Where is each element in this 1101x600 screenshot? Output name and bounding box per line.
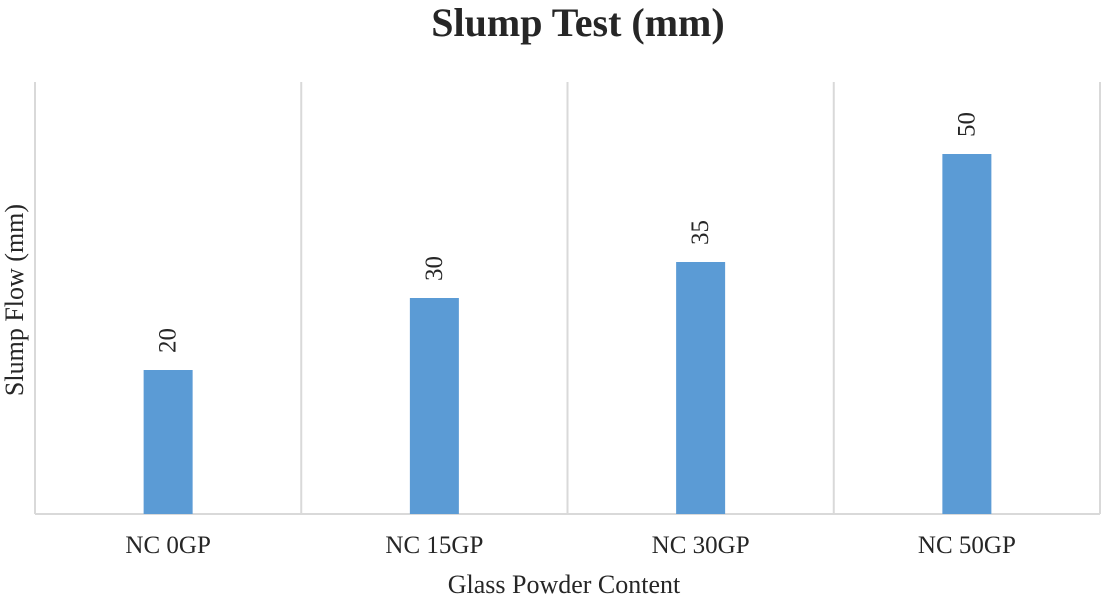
- x-tick-label-nc-30gp: NC 30GP: [652, 532, 750, 559]
- bar-nc-15gp: [409, 298, 459, 514]
- bar-nc-30gp: [676, 262, 726, 514]
- chart-title: Slump Test (mm): [431, 0, 724, 45]
- x-axis-title: Glass Powder Content: [448, 570, 681, 599]
- bar-nc-0gp: [143, 370, 193, 514]
- y-axis-title: Slump Flow (mm): [0, 204, 29, 396]
- x-tick-label-nc-50gp: NC 50GP: [918, 532, 1016, 559]
- data-label-nc-30gp: 35: [687, 220, 714, 245]
- x-tick-label-nc-0gp: NC 0GP: [125, 532, 210, 559]
- x-tick-label-nc-15gp: NC 15GP: [385, 532, 483, 559]
- data-label-nc-15gp: 30: [421, 256, 448, 281]
- data-label-nc-0gp: 20: [155, 328, 182, 353]
- data-label-nc-50gp: 50: [953, 112, 980, 137]
- plot-area: 20 NC 0GP 30 NC 15GP 35 NC 30GP 50 NC 50GP: [34, 82, 1101, 559]
- bar-nc-50gp: [942, 154, 992, 514]
